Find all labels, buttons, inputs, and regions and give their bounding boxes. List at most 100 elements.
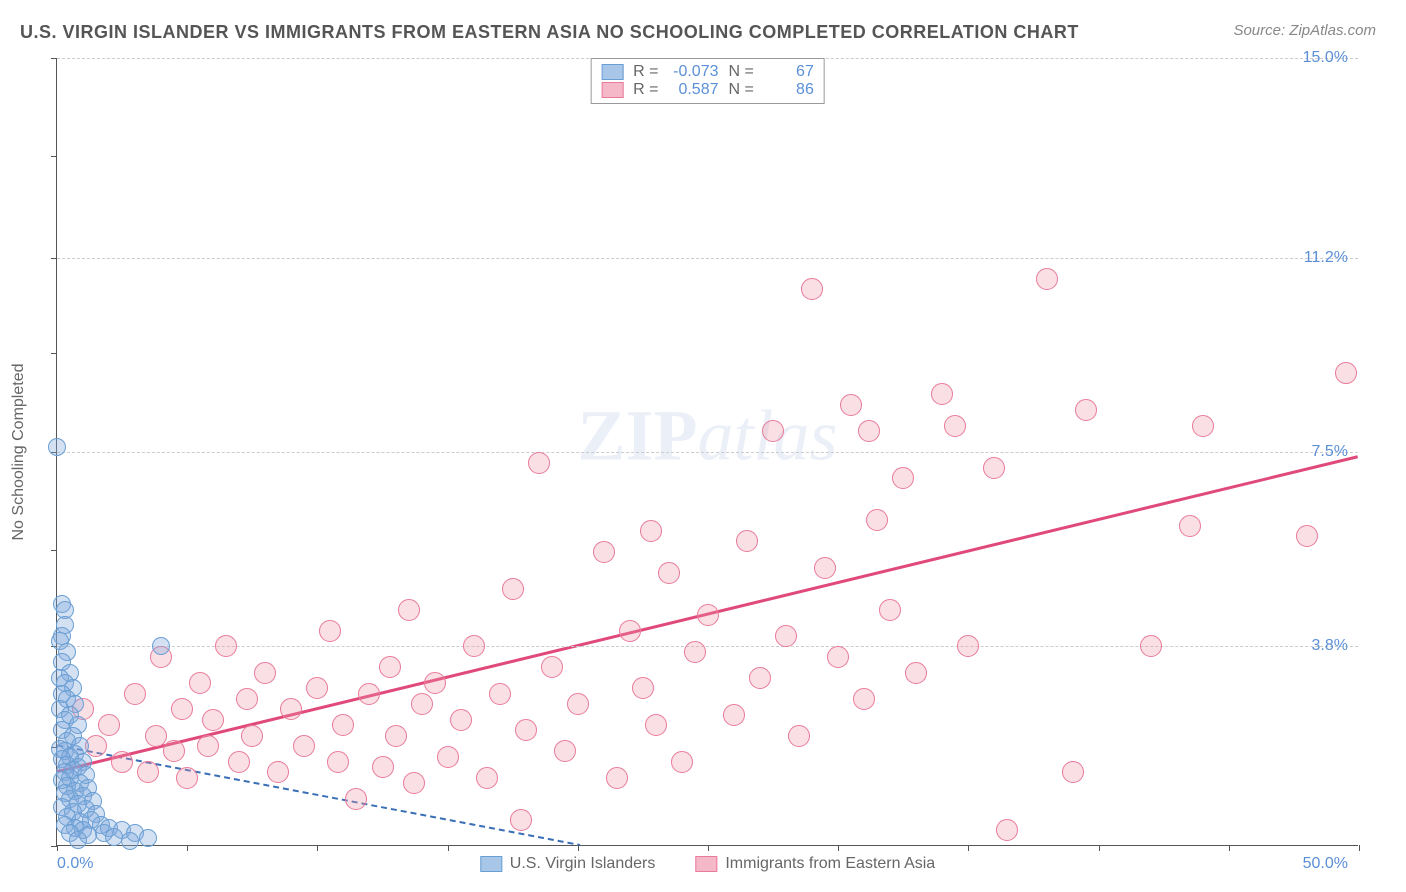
pink-point bbox=[1140, 635, 1162, 657]
pink-point bbox=[684, 641, 706, 663]
pink-point bbox=[111, 751, 133, 773]
pink-point bbox=[411, 693, 433, 715]
gridline-h bbox=[57, 646, 1358, 647]
legend-item-blue: U.S. Virgin Islanders bbox=[480, 855, 656, 873]
pink-point bbox=[176, 767, 198, 789]
pink-point bbox=[437, 746, 459, 768]
pink-point bbox=[528, 452, 550, 474]
pink-point bbox=[944, 415, 966, 437]
pink-point bbox=[385, 725, 407, 747]
x-tick bbox=[968, 845, 969, 851]
chart-container: U.S. VIRGIN ISLANDER VS IMMIGRANTS FROM … bbox=[0, 0, 1406, 892]
pink-point bbox=[145, 725, 167, 747]
pink-point bbox=[645, 714, 667, 736]
stats-legend-box: R = -0.073 N = 67 R = 0.587 N = 86 bbox=[590, 58, 825, 104]
pink-point bbox=[215, 635, 237, 657]
pink-point bbox=[788, 725, 810, 747]
pink-point bbox=[632, 677, 654, 699]
stats-r-value-blue: -0.073 bbox=[669, 63, 719, 81]
pink-point bbox=[1036, 268, 1058, 290]
pink-point bbox=[327, 751, 349, 773]
swatch-blue bbox=[601, 64, 623, 80]
pink-point bbox=[124, 683, 146, 705]
x-tick bbox=[448, 845, 449, 851]
pink-point bbox=[827, 646, 849, 668]
pink-point bbox=[398, 599, 420, 621]
pink-point bbox=[697, 604, 719, 626]
x-tick bbox=[838, 845, 839, 851]
pink-point bbox=[736, 530, 758, 552]
stats-r-label-pink: R = bbox=[633, 81, 658, 99]
pink-point bbox=[332, 714, 354, 736]
stats-row-blue: R = -0.073 N = 67 bbox=[601, 63, 814, 81]
bottom-legend: U.S. Virgin Islanders Immigrants from Ea… bbox=[480, 855, 935, 873]
legend-item-pink: Immigrants from Eastern Asia bbox=[695, 855, 935, 873]
pink-point bbox=[762, 420, 784, 442]
pink-point bbox=[254, 662, 276, 684]
blue-point bbox=[48, 438, 66, 456]
stats-n-value-pink: 86 bbox=[764, 81, 814, 99]
pink-point bbox=[957, 635, 979, 657]
y-gridline-label: 3.8% bbox=[1312, 637, 1348, 655]
pink-point bbox=[163, 740, 185, 762]
pink-point bbox=[1075, 399, 1097, 421]
y-axis-title: No Schooling Completed bbox=[10, 363, 28, 540]
pink-point bbox=[476, 767, 498, 789]
pink-point bbox=[502, 578, 524, 600]
pink-point bbox=[202, 709, 224, 731]
y-tick bbox=[51, 353, 57, 354]
pink-point bbox=[723, 704, 745, 726]
pink-point bbox=[372, 756, 394, 778]
pink-point bbox=[775, 625, 797, 647]
pink-point bbox=[749, 667, 771, 689]
pink-point bbox=[892, 467, 914, 489]
pink-point bbox=[228, 751, 250, 773]
pink-point bbox=[424, 672, 446, 694]
x-tick bbox=[317, 845, 318, 851]
pink-point bbox=[619, 620, 641, 642]
pink-point bbox=[236, 688, 258, 710]
legend-label-blue: U.S. Virgin Islanders bbox=[510, 855, 656, 873]
pink-point bbox=[840, 394, 862, 416]
pink-point bbox=[1296, 525, 1318, 547]
x-tick bbox=[1359, 845, 1360, 851]
pink-point bbox=[541, 656, 563, 678]
pink-point bbox=[640, 520, 662, 542]
stats-n-label-blue: N = bbox=[729, 63, 754, 81]
pink-point bbox=[879, 599, 901, 621]
pink-point bbox=[358, 683, 380, 705]
pink-point bbox=[554, 740, 576, 762]
blue-point bbox=[152, 637, 170, 655]
stats-r-value-pink: 0.587 bbox=[669, 81, 719, 99]
pink-point bbox=[319, 620, 341, 642]
pink-point bbox=[189, 672, 211, 694]
y-gridline-label: 11.2% bbox=[1304, 249, 1348, 267]
swatch-blue-icon bbox=[480, 856, 502, 872]
blue-point bbox=[121, 832, 139, 850]
pink-point bbox=[801, 278, 823, 300]
x-tick bbox=[578, 845, 579, 851]
gridline-h bbox=[57, 258, 1358, 259]
x-tick bbox=[708, 845, 709, 851]
pink-point bbox=[510, 809, 532, 831]
pink-point bbox=[606, 767, 628, 789]
pink-point bbox=[671, 751, 693, 773]
pink-point bbox=[858, 420, 880, 442]
pink-point bbox=[463, 635, 485, 657]
pink-point bbox=[931, 383, 953, 405]
pink-point bbox=[1062, 761, 1084, 783]
pink-point bbox=[450, 709, 472, 731]
swatch-pink-icon bbox=[695, 856, 717, 872]
chart-title: U.S. VIRGIN ISLANDER VS IMMIGRANTS FROM … bbox=[20, 22, 1079, 43]
y-tick bbox=[51, 550, 57, 551]
blue-point bbox=[139, 829, 157, 847]
stats-r-label-blue: R = bbox=[633, 63, 658, 81]
pink-point bbox=[306, 677, 328, 699]
plot-surface: 3.8%7.5%11.2%15.0% bbox=[57, 58, 1358, 845]
plot-area: No Schooling Completed ZIPatlas 3.8%7.5%… bbox=[56, 58, 1358, 846]
pink-point bbox=[489, 683, 511, 705]
pink-point bbox=[658, 562, 680, 584]
x-tick bbox=[1099, 845, 1100, 851]
pink-point bbox=[345, 788, 367, 810]
pink-point bbox=[983, 457, 1005, 479]
